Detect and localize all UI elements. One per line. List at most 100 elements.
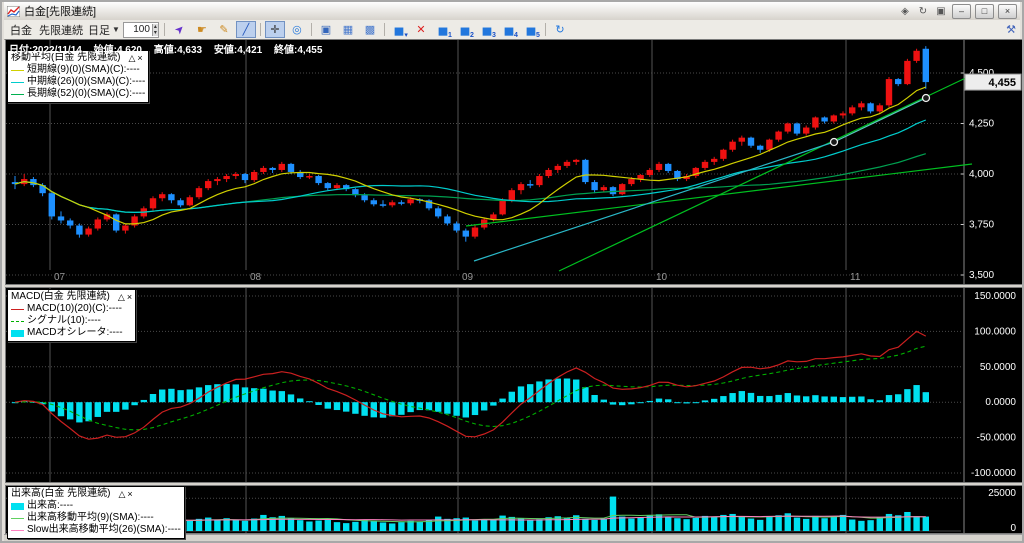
- ohlc-info-bar: 日付:2022/11/14 始値:4,620 高値:4,633 安値:4,421…: [9, 41, 331, 56]
- trendline: [473, 141, 835, 262]
- svg-text:10: 10: [656, 272, 668, 283]
- legend-swatch: [11, 517, 24, 519]
- signal-line: [14, 345, 926, 431]
- candlesticks: [11, 46, 929, 242]
- info-high: 高値:4,633: [153, 45, 203, 56]
- bottom-scroll-strip[interactable]: [4, 534, 1022, 541]
- chart-preset-2-button[interactable]: ▅ 2: [455, 21, 475, 39]
- legend-collapse-button[interactable]: △: [118, 489, 126, 499]
- period-dropdown[interactable]: 日足 ▼: [88, 22, 120, 38]
- window-title: 白金[先限連続]: [24, 6, 97, 18]
- svg-text:100.0000: 100.0000: [974, 326, 1016, 337]
- legend-item: MACDオシレータ:----: [11, 327, 132, 339]
- refresh-window-icon[interactable]: ↻: [918, 5, 928, 17]
- stepper-up-icon[interactable]: ▴: [153, 23, 157, 30]
- bars-count-value[interactable]: 100: [133, 24, 150, 35]
- select-tool-button[interactable]: ➤: [170, 21, 190, 38]
- grid-layout-3-button[interactable]: ▩: [360, 21, 380, 38]
- trendline-tool-icon: ╱: [242, 24, 250, 36]
- toolbar-buttons: ➤ ☛ ✎ ╱ ✛ ◎ ▣ ▦ ▩ ▅ ▾ ✕ ▅ 1 ▅ 2 ▅ 3 ▅ 4 ▅ 5 ↻: [170, 21, 570, 39]
- svg-text:150.0000: 150.0000: [974, 291, 1016, 302]
- duplicate-window-icon[interactable]: ▣: [936, 5, 946, 17]
- delete-indicator-button[interactable]: ✕: [411, 21, 431, 38]
- panel-splitter[interactable]: [4, 483, 1022, 485]
- settings-wrench-icon[interactable]: ⚒: [1006, 24, 1016, 36]
- legend-label: 出来高移動平均(9)(SMA):----: [27, 512, 154, 523]
- volume-panel[interactable]: 出来高(白金 先限連続) △ × 出来高:---- 出来高移動平均(9)(SMA):--…: [5, 485, 1022, 539]
- svg-text:4,455: 4,455: [988, 77, 1016, 89]
- legend-item: シグナル(10):----: [11, 315, 132, 327]
- trendline: [465, 163, 973, 227]
- panel-splitter[interactable]: [4, 285, 1022, 287]
- macd-panel[interactable]: MACD(白金 先限連続) △ × MACD(10)(20)(C):---- シグナル(…: [5, 287, 1022, 483]
- svg-text:08: 08: [250, 272, 262, 283]
- legend-label: 出来高:----: [27, 500, 74, 511]
- main-chart-canvas[interactable]: 07 08 09 10 11 4,500 4,250 4,000 3,750 3,500 4,455: [6, 40, 1022, 284]
- legend-item: 出来高:----: [11, 500, 181, 512]
- legend-swatch: [11, 308, 24, 310]
- macd-canvas[interactable]: 150.0000 100.0000 50.0000 0.0000 -50.0000 -10…: [6, 288, 1022, 482]
- legend-collapse-button[interactable]: △: [117, 292, 125, 302]
- legend-label: Slow出来高移動平均(26)(SMA):----: [27, 524, 181, 535]
- legend-swatch: [11, 502, 24, 510]
- minimize-button[interactable]: –: [952, 3, 971, 19]
- add-indicator-icon: ▅: [394, 24, 404, 36]
- legend-swatch: [11, 81, 24, 83]
- chart-preset-4-button[interactable]: ▅ 4: [499, 21, 519, 39]
- pin-icon[interactable]: ◈: [901, 5, 909, 17]
- svg-text:09: 09: [462, 272, 474, 283]
- hand-tool-icon: ☛: [197, 24, 207, 36]
- chart-preset-5-badge: 5: [536, 32, 540, 39]
- info-date: 日付:2022/11/14: [9, 45, 82, 56]
- legend-item: 短期線(9)(0)(SMA)(C):----: [11, 64, 145, 76]
- legend-title: 出来高(白金 先限連続): [11, 488, 111, 499]
- crosshair-tool-button[interactable]: ✛: [264, 21, 285, 38]
- legend-label: MACDオシレータ:----: [27, 327, 123, 338]
- chart-preset-3-badge: 3: [492, 32, 496, 39]
- refresh-chart-button[interactable]: ↻: [550, 21, 570, 38]
- hand-tool-button[interactable]: ☛: [192, 21, 212, 38]
- legend-close-button[interactable]: ×: [137, 53, 143, 63]
- chart-preset-5-icon: ▅: [526, 24, 536, 36]
- legend-label: シグナル(10):----: [27, 315, 101, 326]
- chart-preset-2-badge: 2: [470, 32, 474, 39]
- add-indicator-button[interactable]: ▅ ▾: [389, 21, 409, 39]
- macd-line: [14, 330, 927, 440]
- grid-layout-2-button[interactable]: ▦: [338, 21, 358, 38]
- svg-text:-100.0000: -100.0000: [971, 468, 1016, 479]
- title-bar: 白金[先限連続] ◈ ↻ ▣ – □ ×: [4, 2, 1020, 21]
- info-low: 安値:4,421: [213, 45, 263, 56]
- main-chart-panel[interactable]: 日付:2022/11/14 始値:4,620 高値:4,633 安値:4,421…: [5, 39, 1022, 285]
- chart-preset-3-button[interactable]: ▅ 3: [477, 21, 497, 39]
- svg-text:4,250: 4,250: [969, 119, 994, 130]
- app-icon: [7, 5, 20, 17]
- legend-label: MACD(10)(20)(C):----: [27, 303, 122, 314]
- select-tool-icon: ➤: [172, 22, 188, 38]
- svg-text:0: 0: [1010, 523, 1016, 533]
- trendline-tool-button[interactable]: ╱: [235, 21, 256, 38]
- new-chart-window-button[interactable]: ▣: [316, 21, 336, 38]
- legend-label: 長期線(52)(0)(SMA)(C):----: [27, 88, 146, 99]
- legend-item: 長期線(52)(0)(SMA)(C):----: [11, 88, 145, 100]
- legend-close-button[interactable]: ×: [127, 489, 133, 499]
- bars-count-stepper[interactable]: 100 ▴ ▾: [122, 21, 159, 38]
- chevron-down-icon: ▼: [112, 25, 120, 34]
- stepper-arrows[interactable]: ▴ ▾: [151, 23, 158, 36]
- stepper-down-icon[interactable]: ▾: [153, 29, 157, 36]
- maximize-button[interactable]: □: [975, 3, 994, 19]
- chart-preset-5-button[interactable]: ▅ 5: [521, 21, 541, 39]
- legend-close-button[interactable]: ×: [126, 292, 133, 302]
- pencil-tool-button[interactable]: ✎: [214, 21, 234, 38]
- scroll-to-latest-button[interactable]: ◎: [287, 21, 307, 38]
- legend-collapse-button[interactable]: △: [128, 53, 136, 63]
- close-button[interactable]: ×: [998, 3, 1017, 19]
- period-value: 日足: [88, 24, 110, 37]
- trendline-handle: [921, 93, 931, 103]
- legend-swatch: [11, 320, 24, 322]
- chart-preset-1-button[interactable]: ▅ 1: [433, 21, 453, 39]
- svg-text:3,500: 3,500: [969, 270, 994, 281]
- pencil-tool-icon: ✎: [219, 24, 229, 36]
- sma-short-line: [14, 86, 927, 225]
- chart-preset-1-badge: 1: [448, 32, 452, 39]
